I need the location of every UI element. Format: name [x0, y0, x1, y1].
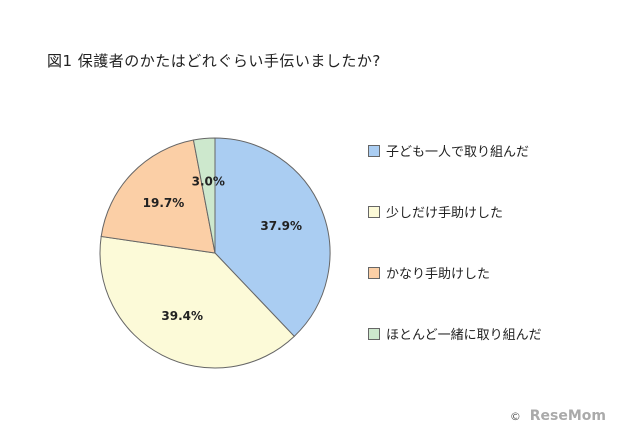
legend: 子ども一人で取り組んだ 少しだけ手助けした かなり手助けしたほとんど一緒に取り組んだ — [368, 142, 542, 386]
watermark: © ReseMom — [510, 408, 606, 424]
pie-slice-3 — [100, 139, 216, 254]
legend-swatch — [368, 144, 380, 157]
legend-swatch — [368, 205, 380, 218]
legend-label: 子ども一人で取り組んだ — [386, 145, 530, 160]
legend-label: 少しだけ手助けした — [386, 206, 504, 221]
data-label-2: 39.4% — [161, 309, 203, 323]
legend-item-3: かなり手助けした — [368, 264, 542, 282]
legend-item-4: ほとんど一緒に取り組んだ — [368, 325, 542, 343]
copyright-symbol: © — [509, 410, 521, 423]
pie-slice-1 — [214, 137, 331, 338]
data-label-3: 19.7% — [143, 196, 185, 210]
legend-swatch — [368, 266, 380, 279]
watermark-brand: ReseMom — [529, 408, 606, 424]
legend-swatch — [368, 327, 380, 340]
pie-slice-4 — [192, 137, 216, 254]
legend-label: かなり手助けした — [386, 267, 491, 282]
legend-item-2: 少しだけ手助けした — [368, 203, 542, 221]
legend-label: ほとんど一緒に取り組んだ — [386, 328, 542, 343]
chart-title: 図1 保護者のかたはどれぐらい手伝いましたか? — [47, 52, 381, 70]
data-label-1: 37.9% — [260, 219, 302, 233]
data-label-4: 3.0% — [192, 175, 225, 189]
legend-item-1: 子ども一人で取り組んだ — [368, 142, 542, 160]
pie-slice-2 — [99, 235, 295, 369]
